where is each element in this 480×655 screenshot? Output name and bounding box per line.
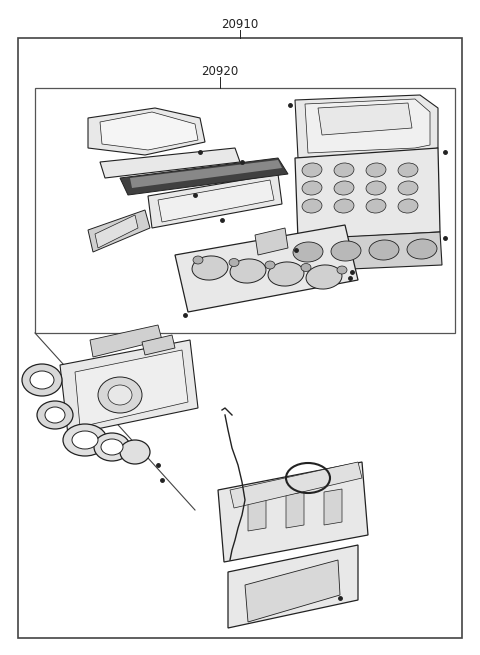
Polygon shape [130, 160, 282, 188]
Ellipse shape [301, 263, 311, 272]
Polygon shape [75, 350, 188, 427]
Ellipse shape [268, 262, 304, 286]
Polygon shape [295, 148, 440, 240]
Polygon shape [255, 228, 288, 255]
Ellipse shape [366, 199, 386, 213]
Polygon shape [148, 174, 282, 228]
Ellipse shape [366, 181, 386, 195]
Polygon shape [158, 180, 274, 222]
Polygon shape [318, 103, 412, 135]
Ellipse shape [334, 181, 354, 195]
Ellipse shape [22, 364, 62, 396]
Polygon shape [175, 225, 358, 312]
Ellipse shape [302, 199, 322, 213]
Polygon shape [218, 462, 368, 562]
Bar [35, 88, 455, 333]
Ellipse shape [98, 377, 142, 413]
Ellipse shape [331, 241, 361, 261]
Ellipse shape [45, 407, 65, 423]
Ellipse shape [398, 181, 418, 195]
Ellipse shape [72, 431, 98, 449]
Ellipse shape [398, 199, 418, 213]
Ellipse shape [369, 240, 399, 260]
Ellipse shape [193, 256, 203, 264]
Ellipse shape [306, 265, 342, 289]
Polygon shape [90, 325, 162, 357]
Polygon shape [88, 210, 150, 252]
Ellipse shape [30, 371, 54, 389]
Polygon shape [280, 232, 442, 272]
Ellipse shape [302, 163, 322, 177]
Polygon shape [120, 158, 288, 195]
Polygon shape [324, 489, 342, 525]
Ellipse shape [192, 256, 228, 280]
Polygon shape [88, 108, 205, 155]
Polygon shape [230, 462, 362, 508]
Text: 20920: 20920 [202, 65, 239, 78]
Polygon shape [142, 335, 175, 355]
Ellipse shape [398, 163, 418, 177]
Ellipse shape [407, 239, 437, 259]
Ellipse shape [229, 259, 239, 267]
Polygon shape [295, 95, 438, 158]
Ellipse shape [366, 163, 386, 177]
Ellipse shape [37, 401, 73, 429]
Polygon shape [228, 545, 358, 628]
Ellipse shape [265, 261, 275, 269]
Ellipse shape [337, 266, 347, 274]
Ellipse shape [94, 433, 130, 461]
Polygon shape [245, 560, 340, 622]
Ellipse shape [120, 440, 150, 464]
Polygon shape [95, 215, 138, 248]
Ellipse shape [302, 181, 322, 195]
Ellipse shape [230, 259, 266, 283]
Polygon shape [305, 99, 430, 153]
Polygon shape [286, 492, 304, 528]
Ellipse shape [108, 385, 132, 405]
Ellipse shape [101, 439, 123, 455]
Polygon shape [100, 112, 198, 150]
Polygon shape [100, 148, 240, 178]
Ellipse shape [293, 242, 323, 262]
Polygon shape [60, 340, 198, 435]
Ellipse shape [334, 163, 354, 177]
Polygon shape [248, 495, 266, 531]
Ellipse shape [334, 199, 354, 213]
Ellipse shape [63, 424, 107, 456]
Text: 20910: 20910 [221, 18, 259, 31]
